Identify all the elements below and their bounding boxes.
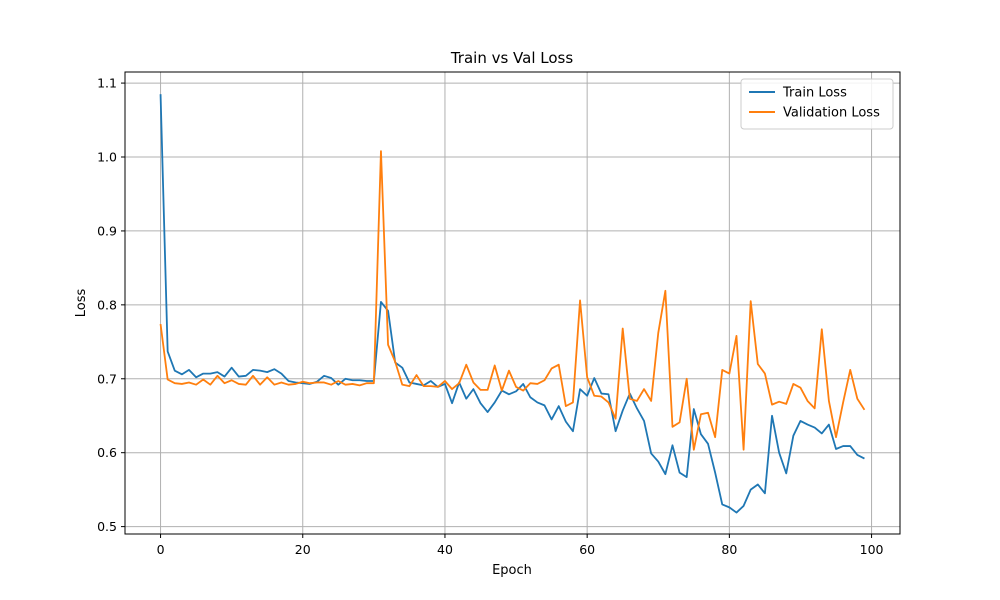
y-tick-label: 0.6	[97, 445, 117, 460]
y-tick-label: 0.7	[97, 371, 117, 386]
series-line-train-loss	[159, 94, 865, 514]
x-tick-label: 80	[721, 542, 737, 557]
y-tick-label: 1.0	[97, 150, 117, 165]
x-tick-label: 40	[437, 542, 453, 557]
legend-box	[740, 78, 894, 130]
y-axis-label: Loss	[74, 289, 89, 318]
plot-frame	[124, 71, 901, 535]
x-axis-label: Epoch	[492, 563, 532, 578]
y-tick-label: 0.5	[97, 519, 117, 534]
y-tick-label: 0.8	[97, 297, 117, 312]
series-line-validation-loss	[159, 150, 866, 451]
axis-ticks: 0 20 40 60 80 100 0.5 0.6 0.7 0.8 0.9 1.0 1.1	[97, 76, 883, 557]
x-tick-label: 100	[860, 542, 884, 557]
y-tick-label: 1.1	[97, 76, 117, 91]
series-group	[159, 94, 866, 514]
legend-label: Train Loss	[782, 86, 847, 101]
y-tick-label: 0.9	[97, 223, 117, 238]
legend-label: Validation Loss	[783, 106, 880, 121]
x-tick-label: 60	[579, 542, 595, 557]
legend: Train Loss Validation Loss	[740, 78, 894, 130]
chart-title: Train vs Val Loss	[450, 49, 574, 67]
grid-lines	[125, 72, 900, 534]
x-tick-label: 0	[157, 542, 165, 557]
x-tick-label: 20	[295, 542, 311, 557]
